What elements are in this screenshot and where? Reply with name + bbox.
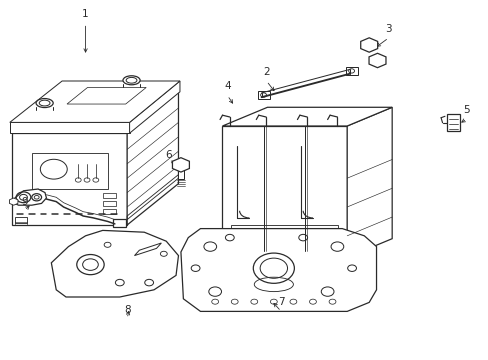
Text: 5: 5 (463, 105, 469, 115)
Bar (178, 170, 183, 179)
Bar (447, 114, 459, 131)
Bar (292, 232, 301, 250)
Ellipse shape (126, 77, 137, 83)
Bar (252, 232, 261, 250)
Bar (318, 232, 327, 250)
Text: 3: 3 (385, 24, 391, 34)
Bar (279, 232, 287, 250)
Bar (113, 219, 125, 227)
Bar (331, 232, 340, 250)
Polygon shape (181, 229, 376, 311)
Polygon shape (10, 122, 129, 133)
Ellipse shape (123, 76, 140, 85)
Text: 1: 1 (82, 9, 89, 19)
Text: 4: 4 (224, 81, 230, 91)
Bar (102, 201, 116, 206)
Polygon shape (222, 107, 391, 126)
Bar (257, 91, 269, 99)
Text: 6: 6 (165, 150, 172, 160)
Bar (102, 193, 116, 198)
Bar (305, 232, 314, 250)
Polygon shape (12, 92, 178, 133)
Bar (239, 232, 248, 250)
Bar (15, 222, 27, 225)
Text: 8: 8 (123, 305, 130, 315)
Polygon shape (222, 126, 346, 257)
Polygon shape (346, 107, 391, 257)
Text: 7: 7 (277, 297, 284, 307)
Ellipse shape (36, 99, 53, 108)
Polygon shape (129, 81, 180, 133)
Bar (32, 153, 107, 189)
Polygon shape (134, 243, 161, 256)
Polygon shape (51, 230, 178, 297)
Text: 2: 2 (263, 67, 269, 77)
Polygon shape (10, 81, 180, 122)
Text: 9: 9 (21, 197, 28, 207)
Polygon shape (127, 92, 178, 225)
Bar (102, 209, 116, 214)
Bar (345, 67, 357, 75)
Bar (265, 232, 274, 250)
Bar (15, 217, 27, 223)
Ellipse shape (39, 100, 50, 106)
Bar (226, 232, 235, 250)
Polygon shape (11, 189, 46, 205)
Polygon shape (12, 133, 127, 225)
